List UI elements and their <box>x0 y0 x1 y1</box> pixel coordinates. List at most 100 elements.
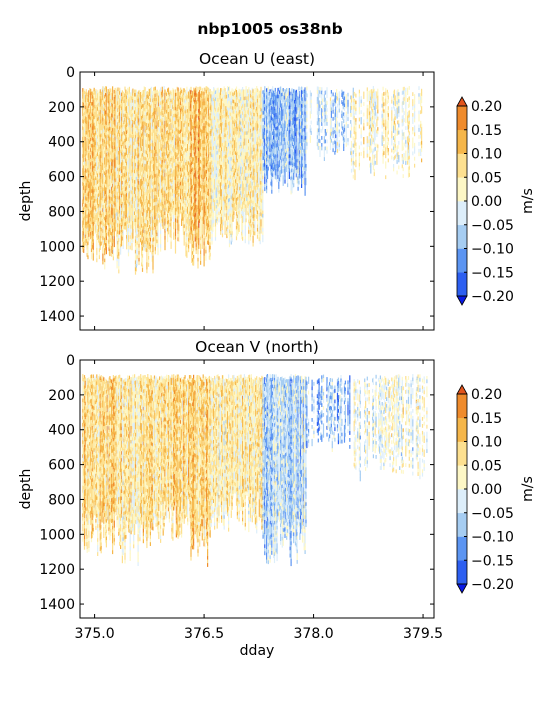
velocity-cell <box>150 238 151 242</box>
velocity-cell <box>126 246 127 250</box>
velocity-cell <box>146 259 147 263</box>
velocity-cell <box>168 88 169 92</box>
velocity-cell <box>171 215 172 219</box>
velocity-cell <box>109 252 110 256</box>
velocity-cell <box>118 256 119 260</box>
velocity-cell <box>114 236 115 240</box>
velocity-cell <box>173 233 174 237</box>
velocity-cell <box>118 270 119 274</box>
velocity-cell <box>123 231 124 235</box>
velocity-cell <box>142 261 143 265</box>
velocity-cell <box>118 263 119 267</box>
velocity-cell <box>96 248 97 252</box>
velocity-cell <box>142 258 143 262</box>
velocity-cell <box>160 234 161 238</box>
velocity-cell <box>153 230 154 234</box>
velocity-cell <box>87 252 88 256</box>
velocity-cell <box>148 256 149 260</box>
velocity-cell <box>175 250 176 254</box>
velocity-cell <box>157 220 158 224</box>
velocity-cell <box>173 229 174 233</box>
velocity-cell <box>165 217 166 221</box>
velocity-cell <box>96 241 97 245</box>
velocity-cell <box>153 227 154 231</box>
velocity-cell <box>120 247 121 251</box>
velocity-cell <box>138 261 139 265</box>
velocity-cell <box>130 232 131 236</box>
velocity-cell <box>160 237 161 241</box>
velocity-cell <box>146 266 147 270</box>
velocity-cell <box>93 250 94 254</box>
velocity-cell <box>152 259 153 263</box>
velocity-cell <box>167 238 168 242</box>
velocity-cell <box>137 262 138 266</box>
velocity-cell <box>157 248 158 252</box>
velocity-cell <box>104 252 105 256</box>
velocity-cell <box>142 265 143 269</box>
velocity-cell <box>137 255 138 259</box>
velocity-cell <box>175 215 176 219</box>
velocity-cell <box>99 252 100 256</box>
velocity-cell <box>118 249 119 253</box>
velocity-cell <box>130 246 131 250</box>
velocity-cell <box>104 266 105 270</box>
velocity-cell <box>146 269 147 273</box>
velocity-cell <box>101 238 102 242</box>
velocity-cell <box>146 256 147 260</box>
velocity-cell <box>160 241 161 245</box>
velocity-cell <box>178 238 179 242</box>
velocity-cell <box>160 87 161 91</box>
velocity-cell <box>165 213 166 217</box>
velocity-cell <box>137 234 138 238</box>
velocity-cell <box>104 262 105 266</box>
velocity-cell <box>106 243 107 247</box>
velocity-cell <box>152 249 153 253</box>
velocity-cell <box>128 253 129 257</box>
velocity-cell <box>117 265 118 269</box>
velocity-cell <box>175 89 176 93</box>
velocity-cell <box>152 266 153 270</box>
velocity-cell <box>160 223 161 227</box>
velocity-cell <box>128 232 129 236</box>
velocity-cell <box>87 255 88 259</box>
velocity-cell <box>91 252 92 256</box>
velocity-cell <box>142 268 143 272</box>
velocity-cell <box>148 263 149 267</box>
velocity-cell <box>153 237 154 241</box>
velocity-cell <box>99 255 100 259</box>
velocity-cell <box>168 217 169 221</box>
velocity-cell <box>152 252 153 256</box>
velocity-cell <box>101 231 102 235</box>
velocity-cell <box>137 259 138 263</box>
velocity-cell <box>118 235 119 239</box>
velocity-cell <box>171 221 172 225</box>
velocity-cell <box>168 227 169 231</box>
velocity-cell <box>148 260 149 264</box>
velocity-cell <box>164 239 165 243</box>
velocity-cell <box>157 251 158 255</box>
velocity-cell <box>128 228 129 232</box>
velocity-cell <box>168 220 169 224</box>
velocity-cell <box>137 252 138 256</box>
velocity-cell <box>171 238 172 242</box>
velocity-cell <box>168 231 169 235</box>
velocity-cell <box>109 245 110 249</box>
velocity-cell <box>150 241 151 245</box>
velocity-cell <box>175 232 176 236</box>
velocity-cell <box>118 252 119 256</box>
velocity-cell <box>168 224 169 228</box>
velocity-cell <box>178 224 179 228</box>
velocity-cell <box>123 245 124 249</box>
velocity-cell <box>138 258 139 262</box>
velocity-cell <box>178 221 179 225</box>
velocity-cell <box>87 245 88 249</box>
velocity-cell <box>118 238 119 242</box>
velocity-cell <box>118 245 119 249</box>
velocity-cell <box>150 245 151 249</box>
velocity-cell <box>93 229 94 233</box>
velocity-cell <box>93 257 94 261</box>
velocity-cell <box>131 247 132 251</box>
velocity-cell <box>120 251 121 255</box>
velocity-cell <box>175 225 176 229</box>
